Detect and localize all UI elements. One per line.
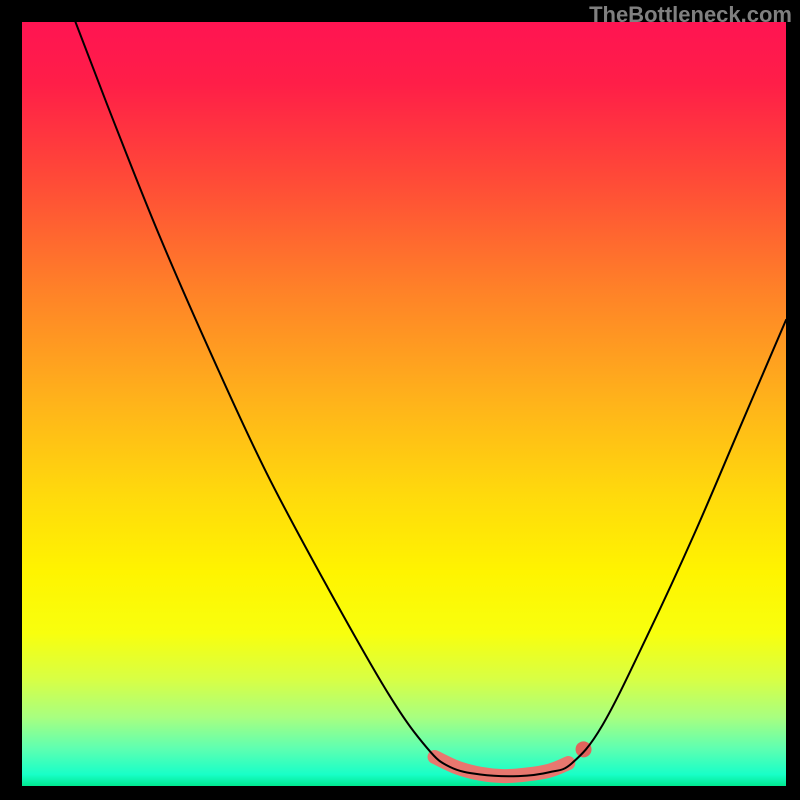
watermark-text: TheBottleneck.com — [589, 2, 792, 28]
gradient-background — [22, 22, 786, 786]
highlight-marker — [576, 741, 592, 757]
plot-area — [22, 22, 786, 786]
bottleneck-curve-chart — [22, 22, 786, 786]
chart-container: TheBottleneck.com — [0, 0, 800, 800]
